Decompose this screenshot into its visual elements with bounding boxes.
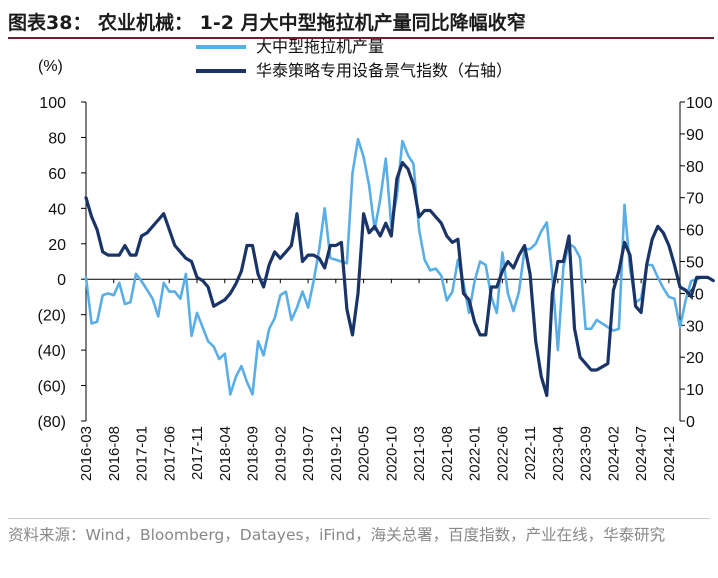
x-tick-label: 2020-10 xyxy=(383,426,400,481)
x-tick-label: 2022-11 xyxy=(522,426,539,480)
source-rule xyxy=(8,518,710,519)
y-tick-label-right: 10 xyxy=(686,382,704,399)
x-tick-label: 2017-06 xyxy=(161,426,178,481)
x-tick-label: 2018-09 xyxy=(245,426,262,481)
line-chart: 100806040200(20)(40)(60)(80)(%)100908070… xyxy=(38,38,715,481)
y-tick-label-left: 100 xyxy=(39,95,66,112)
y-tick-label-left: (60) xyxy=(38,379,66,396)
y-tick-label-right: 0 xyxy=(686,414,695,431)
x-tick-label: 2024-02 xyxy=(605,426,622,481)
x-tick-label: 2019-02 xyxy=(272,426,289,481)
y-axis-unit-label: (%) xyxy=(38,58,63,75)
x-tick-label: 2016-03 xyxy=(78,426,95,481)
y-tick-label-right: 60 xyxy=(686,223,704,240)
x-tick-label: 2023-04 xyxy=(550,426,567,481)
y-tick-label-right: 100 xyxy=(686,95,713,112)
x-tick-label: 2019-12 xyxy=(328,426,345,481)
legend-label: 大中型拖拉机产量 xyxy=(256,38,384,56)
x-tick-label: 2024-12 xyxy=(661,426,678,481)
title-rule xyxy=(8,37,714,39)
y-tick-label-left: (20) xyxy=(38,308,66,325)
y-tick-label-left: 0 xyxy=(57,272,66,289)
y-tick-label-right: 40 xyxy=(686,286,704,303)
source-note: 资料来源：Wind，Bloomberg，Datayes，iFind，海关总署，百… xyxy=(8,526,666,544)
y-tick-label-left: (80) xyxy=(38,414,66,431)
x-tick-label: 2023-09 xyxy=(578,426,595,481)
x-tick-label: 2024-07 xyxy=(633,426,650,481)
y-tick-label-right: 90 xyxy=(686,127,704,144)
x-tick-label: 2022-06 xyxy=(494,426,511,481)
x-tick-label: 2020-05 xyxy=(356,426,373,481)
y-tick-label-right: 20 xyxy=(686,350,704,367)
x-tick-label: 2021-08 xyxy=(439,426,456,481)
x-tick-label: 2017-01 xyxy=(134,426,151,481)
x-tick-label: 2019-07 xyxy=(300,426,317,481)
y-tick-label-left: 60 xyxy=(48,166,66,183)
y-tick-label-right: 70 xyxy=(686,191,704,208)
series-line-equipment-index xyxy=(84,161,715,398)
figure-title: 图表38： 农业机械： 1-2 月大中型拖拉机产量同比降幅收窄 xyxy=(8,12,526,34)
x-tick-label: 2022-01 xyxy=(467,426,484,481)
y-tick-label-left: 80 xyxy=(48,130,66,147)
x-tick-label: 2017-11 xyxy=(189,426,206,480)
x-tick-label: 2018-04 xyxy=(217,426,234,481)
y-tick-label-left: (40) xyxy=(38,343,66,360)
y-tick-label-right: 50 xyxy=(686,255,704,272)
x-tick-label: 2016-08 xyxy=(106,426,123,481)
x-tick-label: 2021-03 xyxy=(411,426,428,481)
y-tick-label-left: 20 xyxy=(48,237,66,254)
y-tick-label-left: 40 xyxy=(48,201,66,218)
y-tick-label-right: 80 xyxy=(686,159,704,176)
legend-label: 华泰策略专用设备景气指数（右轴） xyxy=(256,62,512,80)
figure-header: 图表38： 农业机械： 1-2 月大中型拖拉机产量同比降幅收窄 xyxy=(8,6,714,39)
y-tick-label-right: 30 xyxy=(686,318,704,335)
